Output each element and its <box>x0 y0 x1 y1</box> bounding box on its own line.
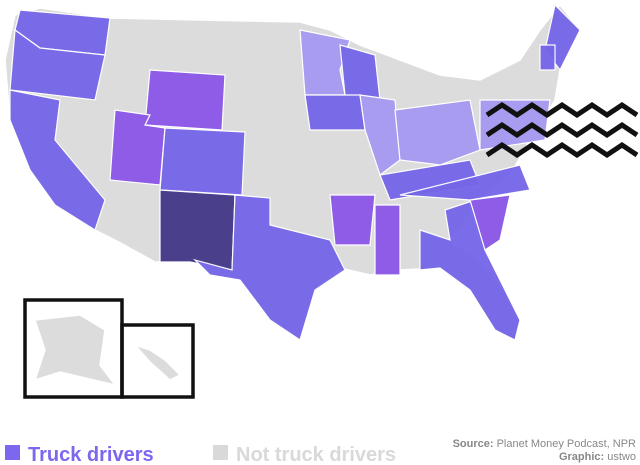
state <box>9 89 106 231</box>
state <box>374 204 401 276</box>
zigzag <box>485 141 639 159</box>
state <box>469 194 511 251</box>
alaska <box>33 314 117 387</box>
state <box>359 94 401 176</box>
credit-text: ustwo <box>607 451 636 463</box>
state <box>399 164 531 201</box>
credit-label: Graphic: <box>559 451 604 463</box>
state <box>144 69 226 131</box>
state <box>159 189 236 271</box>
zigzag <box>485 121 639 139</box>
state <box>192 194 346 341</box>
state <box>9 28 106 101</box>
legend-label: Truck drivers <box>28 444 154 465</box>
state <box>299 29 351 96</box>
state <box>304 94 366 131</box>
legend-swatch <box>5 445 20 460</box>
legend-swatch <box>213 445 228 460</box>
legend-label: Not truck drivers <box>236 444 396 465</box>
source-label: Source: <box>453 438 494 450</box>
zigzag <box>485 101 639 119</box>
credit: Graphic: ustwo <box>559 451 636 463</box>
hawaii <box>132 343 182 381</box>
hawaii-box <box>120 323 195 399</box>
state <box>159 127 246 196</box>
source: Source: Planet Money Podcast, NPR <box>453 438 636 450</box>
state <box>479 99 551 151</box>
state <box>539 44 556 71</box>
state <box>394 99 481 166</box>
source-text: Planet Money Podcast, NPR <box>497 438 636 450</box>
state <box>329 194 376 246</box>
